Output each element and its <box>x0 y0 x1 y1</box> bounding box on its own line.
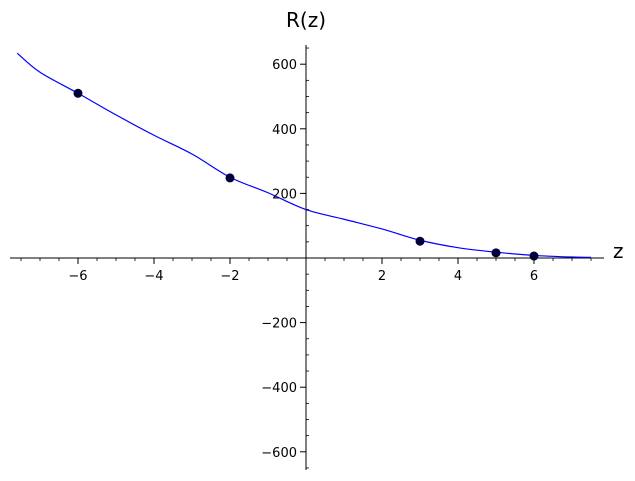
data-point <box>73 88 83 98</box>
y-tick-label: −400 <box>261 381 297 396</box>
ticks-layer: −6 −4 −2 2 4 6 −600 −400 −200 200 400 600 <box>20 47 592 469</box>
data-point <box>491 248 501 258</box>
y-tick-label: 600 <box>272 58 297 73</box>
x-axis-label: z <box>613 239 624 263</box>
x-tick-label: 2 <box>378 269 386 284</box>
y-tick-label: 200 <box>272 187 297 202</box>
data-point <box>415 236 425 246</box>
axes <box>10 45 604 470</box>
y-axis-label: R(z) <box>286 8 326 32</box>
y-tick-label: 400 <box>272 123 297 138</box>
y-tick-label: −600 <box>261 446 297 461</box>
y-tick-label: −200 <box>261 317 297 332</box>
x-tick-label: −4 <box>144 269 163 284</box>
x-tick-label: 6 <box>530 269 538 284</box>
x-tick-label: −6 <box>68 269 87 284</box>
data-point <box>225 173 235 183</box>
points-layer <box>73 88 539 261</box>
series-curve <box>16 52 592 258</box>
x-tick-label: −2 <box>220 269 239 284</box>
curve-layer <box>16 52 592 258</box>
data-point <box>529 251 539 261</box>
x-tick-label: 4 <box>454 269 462 284</box>
